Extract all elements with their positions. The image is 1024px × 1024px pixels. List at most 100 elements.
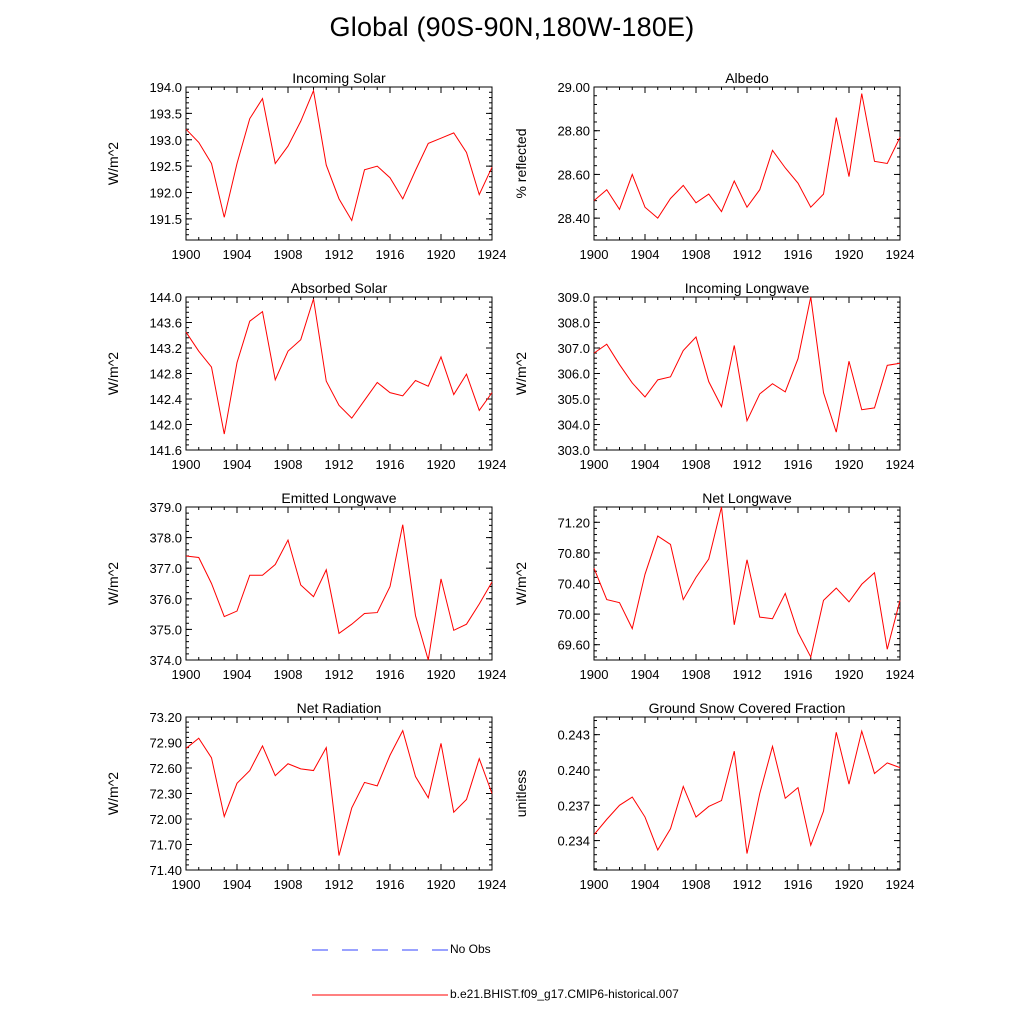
y-tick-label: 143.2: [149, 341, 182, 356]
x-tick-label: 1916: [784, 457, 813, 472]
y-tick-label: 71.70: [149, 838, 182, 853]
y-tick-label: 193.0: [149, 133, 182, 148]
x-tick-label: 1912: [325, 457, 354, 472]
x-tick-label: 1920: [835, 457, 864, 472]
y-tick-label: 72.30: [149, 787, 182, 802]
y-tick-label: 378.0: [149, 531, 182, 546]
x-tick-label: 1920: [835, 877, 864, 892]
x-tick-label: 1904: [631, 877, 660, 892]
y-tick-label: 69.60: [557, 638, 590, 653]
y-tick-label: 304.0: [557, 418, 590, 433]
x-tick-label: 1904: [631, 457, 660, 472]
panel-title: Incoming Longwave: [685, 280, 810, 296]
x-tick-label: 1904: [223, 247, 252, 262]
y-axis-label: W/m^2: [105, 142, 121, 185]
x-tick-label: 1900: [580, 457, 609, 472]
y-axis-label: W/m^2: [105, 562, 121, 605]
x-tick-label: 1900: [580, 667, 609, 682]
y-tick-label: 192.0: [149, 186, 182, 201]
x-tick-label: 1916: [784, 667, 813, 682]
series-line-incoming-longwave: [593, 296, 901, 433]
x-tick-label: 1920: [835, 667, 864, 682]
panel-ground-snow-covered-fraction: Ground Snow Covered Fraction unitless 1900…: [513, 700, 914, 892]
y-tick-label: 0.237: [557, 798, 590, 813]
y-tick-label: 29.00: [557, 80, 590, 95]
x-tick-label: 1908: [682, 877, 711, 892]
x-tick-label: 1900: [172, 667, 201, 682]
x-tick-label: 1924: [886, 877, 915, 892]
y-tick-label: 0.234: [557, 834, 590, 849]
plot-frame: [185, 506, 493, 661]
y-tick-label: 307.0: [557, 341, 590, 356]
y-tick-label: 192.5: [149, 159, 182, 174]
x-tick-label: 1900: [172, 457, 201, 472]
x-tick-label: 1900: [172, 247, 201, 262]
x-tick-label: 1924: [886, 457, 915, 472]
x-tick-label: 1924: [478, 457, 507, 472]
series-line-net-longwave: [593, 506, 901, 659]
x-tick-label: 1920: [427, 667, 456, 682]
series-line-albedo: [593, 93, 901, 219]
y-tick-label: 375.0: [149, 622, 182, 637]
y-tick-label: 144.0: [149, 290, 182, 305]
x-tick-label: 1924: [478, 877, 507, 892]
y-tick-label: 70.40: [557, 577, 590, 592]
x-tick-label: 1912: [325, 877, 354, 892]
y-tick-label: 194.0: [149, 80, 182, 95]
panel-net-radiation: Net Radiation W/m^2 1900 1904 1908 1912 1916 19…: [105, 700, 506, 892]
y-tick-label: 303.0: [557, 443, 590, 458]
x-tick-label: 1912: [325, 667, 354, 682]
plot-frame: [185, 86, 493, 241]
panel-title: Net Radiation: [297, 700, 382, 716]
x-tick-label: 1924: [478, 667, 507, 682]
x-tick-label: 1904: [223, 457, 252, 472]
x-tick-label: 1924: [886, 247, 915, 262]
x-tick-label: 1900: [172, 877, 201, 892]
x-tick-label: 1900: [580, 247, 609, 262]
y-tick-label: 70.00: [557, 607, 590, 622]
panel-title: Absorbed Solar: [291, 280, 388, 296]
y-tick-label: 308.0: [557, 316, 590, 331]
series-line-absorbed-solar: [185, 298, 493, 435]
panel-title: Emitted Longwave: [281, 490, 396, 506]
x-tick-label: 1908: [274, 667, 303, 682]
x-tick-label: 1924: [478, 247, 507, 262]
series-line-net-radiation: [185, 729, 493, 856]
y-tick-label: 305.0: [557, 392, 590, 407]
x-tick-label: 1920: [427, 457, 456, 472]
x-tick-label: 1920: [427, 877, 456, 892]
x-tick-label: 1920: [427, 247, 456, 262]
x-tick-label: 1916: [376, 667, 405, 682]
x-tick-label: 1916: [376, 247, 405, 262]
y-tick-label: 0.240: [557, 763, 590, 778]
x-tick-label: 1908: [274, 457, 303, 472]
y-tick-label: 71.20: [557, 515, 590, 530]
x-tick-label: 1916: [376, 877, 405, 892]
plot-frame: [593, 86, 901, 241]
plot-frame: [185, 716, 493, 871]
y-tick-label: 28.40: [557, 211, 590, 226]
y-tick-label: 142.0: [149, 418, 182, 433]
panel-net-longwave: Net Longwave W/m^2 1900 1904 1908 1912 1916 192…: [513, 490, 914, 682]
y-tick-label: 377.0: [149, 561, 182, 576]
y-tick-label: 28.60: [557, 167, 590, 182]
panel-title: Ground Snow Covered Fraction: [649, 700, 846, 716]
y-axis-label: W/m^2: [513, 352, 529, 395]
x-tick-label: 1904: [631, 667, 660, 682]
y-tick-label: 306.0: [557, 367, 590, 382]
y-tick-label: 72.60: [149, 761, 182, 776]
plot-frame: [593, 716, 901, 871]
y-tick-label: 379.0: [149, 500, 182, 515]
panel-title: Albedo: [725, 70, 769, 86]
x-tick-label: 1916: [784, 247, 813, 262]
x-tick-label: 1912: [733, 877, 762, 892]
y-axis-label: W/m^2: [105, 772, 121, 815]
x-tick-label: 1908: [274, 247, 303, 262]
y-tick-label: 28.80: [557, 124, 590, 139]
figure-title: Global (90S-90N,180W-180E): [329, 12, 695, 42]
y-tick-label: 193.5: [149, 106, 182, 121]
panel-incoming-solar: Incoming Solar W/m^2 1900 1904 1908 1912 1916 1…: [105, 70, 506, 262]
x-tick-label: 1904: [223, 667, 252, 682]
y-tick-label: 374.0: [149, 653, 182, 668]
